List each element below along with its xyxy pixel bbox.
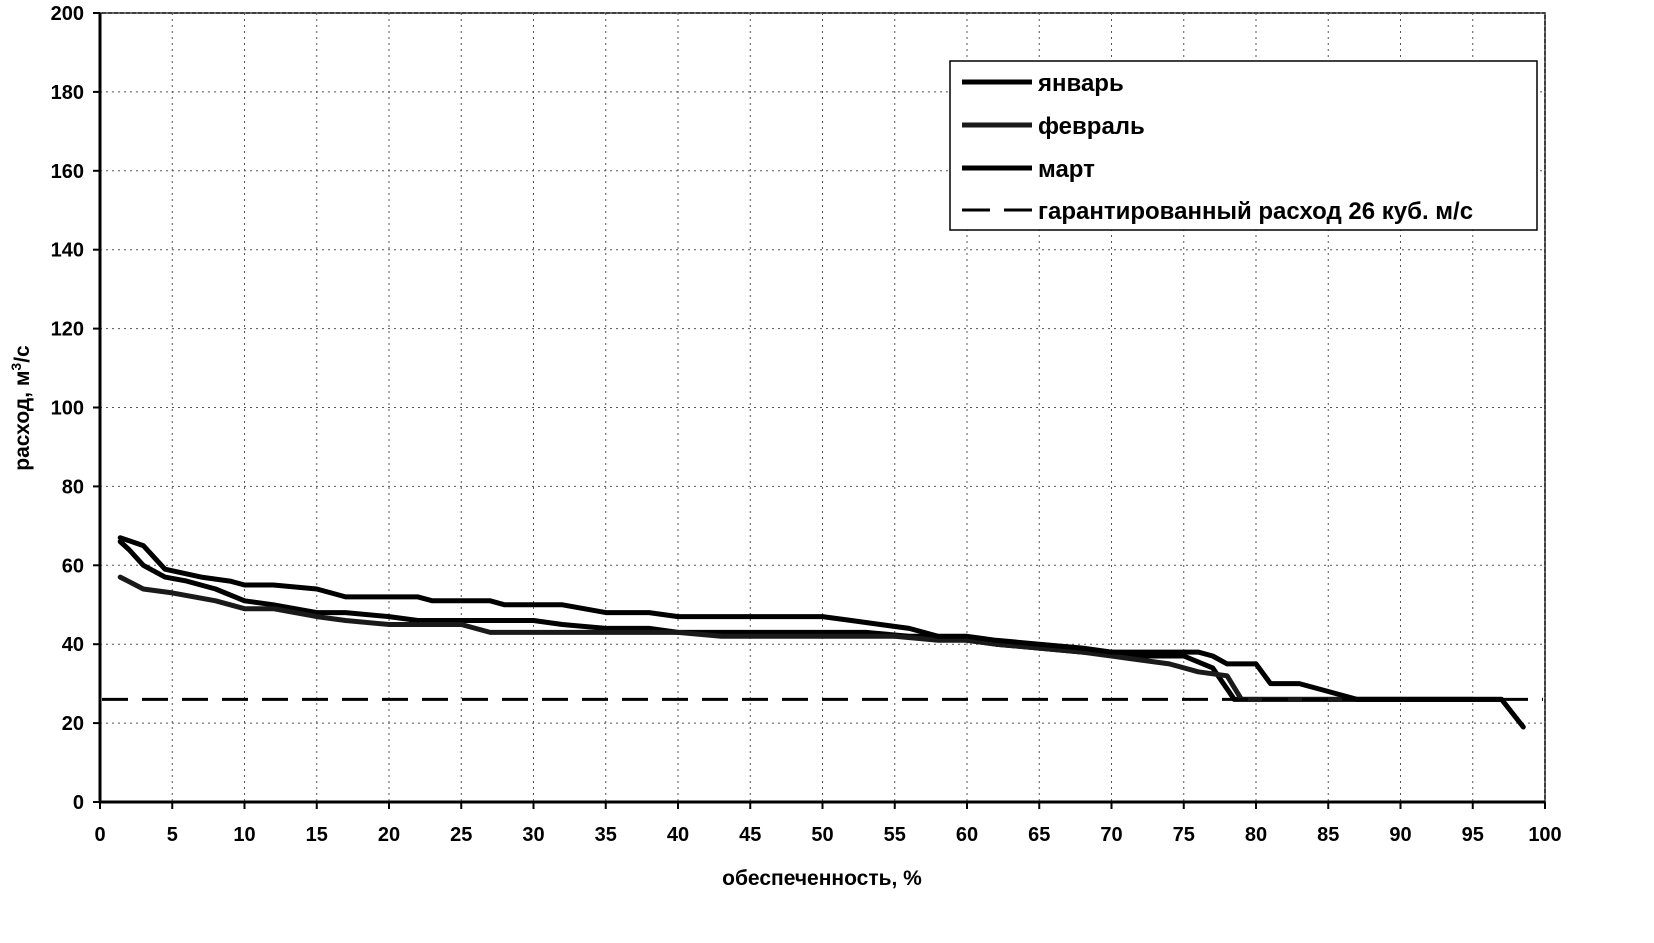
x-tick-label: 85: [1317, 824, 1339, 846]
x-axis-title: обеспеченность, %: [722, 867, 922, 890]
legend-label-4: гарантированный расход 26 куб. м/с: [1038, 198, 1473, 225]
y-axis-title: расход, м3/с: [8, 345, 34, 471]
x-tick-label: 60: [956, 824, 978, 846]
x-tick-label: 70: [1100, 824, 1122, 846]
x-tick-label: 15: [306, 824, 328, 846]
y-tick-label: 200: [51, 3, 84, 25]
legend-label-3: март: [1038, 156, 1095, 183]
y-tick-label: 40: [62, 634, 84, 656]
y-tick-label: 60: [62, 555, 84, 577]
x-tick-labels: 0 5 10 15 20 25 30 35 40 45 50 55 60 65 70 75 80 85 90 95 10…: [94, 824, 1561, 846]
x-tick-label: 25: [450, 824, 472, 846]
axes: [93, 12, 1546, 809]
y-tick-label: 140: [51, 240, 84, 262]
y-tick-label: 100: [51, 398, 84, 420]
y-tick-label: 180: [51, 82, 84, 104]
x-tick-label: 0: [94, 824, 105, 846]
legend-box: [949, 60, 1538, 231]
series-line-3: [117, 535, 1505, 702]
x-tick-label: 45: [739, 824, 761, 846]
x-tick-label: 65: [1028, 824, 1050, 846]
y-tick-label: 120: [51, 319, 84, 341]
legend: январь февраль март гарантированный расход …: [949, 60, 1538, 231]
x-tick-label: 75: [1173, 824, 1195, 846]
x-tick-label: 35: [595, 824, 617, 846]
x-tick-label: 30: [522, 824, 544, 846]
y-tick-label: 160: [51, 161, 84, 183]
y-tick-label: 0: [73, 792, 84, 814]
y-tick-label: 80: [62, 476, 84, 498]
x-tick-label: 95: [1462, 824, 1484, 846]
x-tick-label: 40: [667, 824, 689, 846]
x-tick-label: 5: [167, 824, 178, 846]
legend-label-2: февраль: [1038, 113, 1145, 140]
y-tick-labels: 0 20 40 60 80 100 120 140 160 180 200: [51, 3, 84, 814]
x-tick-label: 55: [884, 824, 906, 846]
x-tick-label: 10: [233, 824, 255, 846]
grid-lines: [100, 12, 1546, 802]
series-line-2: [117, 574, 1476, 702]
y-tick-label: 20: [62, 713, 84, 735]
x-tick-label: 90: [1389, 824, 1411, 846]
x-tick-label: 80: [1245, 824, 1267, 846]
legend-label-1: январь: [1037, 70, 1124, 97]
x-tick-label: 20: [378, 824, 400, 846]
series-lines: [102, 535, 1543, 730]
x-tick-label: 50: [811, 824, 833, 846]
x-tick-label: 100: [1528, 824, 1561, 846]
